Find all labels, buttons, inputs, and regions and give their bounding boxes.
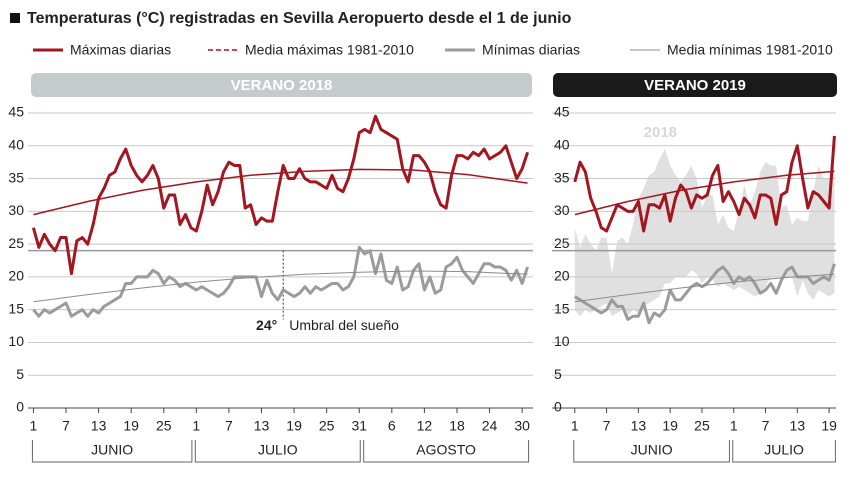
y-tick-label: 0	[16, 399, 24, 415]
x-tick-label: 25	[156, 418, 172, 434]
x-tick-label: 19	[123, 418, 139, 434]
month-bracket	[732, 440, 836, 463]
y-tick-label: 35	[8, 169, 24, 185]
y-tick-label: 10	[554, 333, 570, 349]
panel-header	[31, 73, 532, 97]
x-tick-label: 12	[417, 418, 433, 434]
x-tick-label: 19	[821, 418, 837, 434]
threshold-text: Umbral del sueño	[289, 317, 399, 333]
series-line	[574, 273, 835, 303]
title-square	[10, 13, 20, 23]
x-tick-label: 6	[388, 418, 396, 434]
band-label: 2018	[644, 124, 677, 141]
y-tick-label: 40	[8, 136, 24, 152]
y-tick-label: 30	[8, 202, 24, 218]
month-bracket	[363, 440, 530, 463]
series-line	[573, 135, 836, 233]
legend-label: Máximas diarias	[70, 42, 171, 58]
series-line	[33, 168, 528, 216]
series-line	[32, 245, 529, 318]
month-bracket	[194, 440, 361, 463]
y-tick-label: 15	[8, 300, 24, 316]
month-bracket	[573, 440, 730, 463]
x-tick-label: 19	[286, 418, 302, 434]
y-tick-label: 45	[8, 104, 24, 120]
y-tick-label: 10	[8, 333, 24, 349]
legend-label: Mínimas diarias	[482, 42, 580, 58]
x-tick-label: 24	[482, 418, 498, 434]
panel-title: VERANO 2018	[231, 77, 333, 94]
chart-title: Temperaturas (°C) registradas en Sevilla…	[27, 10, 572, 27]
legend-label: Media máximas 1981-2010	[245, 42, 414, 58]
x-tick-label: 25	[319, 418, 335, 434]
x-tick-label: 1	[30, 418, 38, 434]
y-tick-label: 5	[554, 366, 562, 382]
reference-band	[574, 149, 835, 317]
x-tick-label: 13	[254, 418, 270, 434]
y-tick-label: 25	[554, 235, 570, 251]
x-tick-label: 25	[694, 418, 710, 434]
x-tick-label: 7	[62, 418, 70, 434]
month-label: JULIO	[258, 442, 298, 458]
x-tick-label: 18	[449, 418, 465, 434]
x-tick-label: 19	[662, 418, 678, 434]
series-line	[33, 270, 528, 303]
legend-label: Media mínimas 1981-2010	[667, 42, 833, 58]
x-tick-label: 7	[762, 418, 770, 434]
threshold-label: 24°	[256, 317, 277, 333]
y-tick-label: 15	[554, 300, 570, 316]
x-tick-label: 13	[631, 418, 647, 434]
x-tick-label: 30	[514, 418, 530, 434]
y-tick-label: 0	[554, 399, 562, 415]
y-tick-label: 45	[554, 104, 570, 120]
month-label: JUNIO	[91, 442, 133, 458]
month-label: JUNIO	[631, 442, 673, 458]
month-bracket	[31, 440, 193, 463]
y-tick-label: 30	[554, 202, 570, 218]
y-tick-label: 20	[8, 268, 24, 284]
x-tick-label: 1	[730, 418, 738, 434]
panel-title: VERANO 2019	[644, 77, 746, 94]
month-label: JULIO	[764, 442, 804, 458]
series-line	[31, 114, 529, 276]
y-tick-label: 25	[8, 235, 24, 251]
y-tick-label: 5	[16, 366, 24, 382]
x-tick-label: 1	[571, 418, 579, 434]
y-tick-label: 20	[554, 268, 570, 284]
x-tick-label: 7	[225, 418, 233, 434]
y-tick-label: 40	[554, 136, 570, 152]
x-tick-label: 31	[351, 418, 367, 434]
panel-header	[553, 73, 837, 97]
x-tick-label: 13	[91, 418, 107, 434]
y-tick-label: 35	[554, 169, 570, 185]
month-label: AGOSTO	[416, 442, 476, 458]
series-line	[574, 170, 835, 216]
x-tick-label: 7	[603, 418, 611, 434]
x-tick-label: 1	[192, 418, 200, 434]
x-tick-label: 13	[790, 418, 806, 434]
